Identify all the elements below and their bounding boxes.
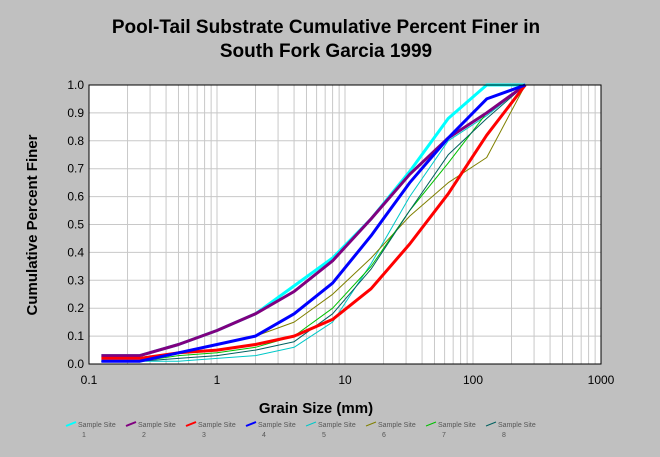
legend-number: 7 — [442, 432, 446, 439]
legend-swatch — [125, 421, 137, 427]
x-tick-label: 1 — [214, 373, 221, 387]
x-tick-label: 100 — [463, 373, 483, 387]
series-line-4 — [101, 83, 526, 363]
plot-frame — [88, 84, 602, 365]
legend-label: Sample Site — [198, 422, 236, 429]
x-tick-label: 0.1 — [81, 373, 98, 387]
legend-number: 8 — [502, 432, 506, 439]
y-axis-title: Cumulative Percent Finer — [24, 134, 41, 315]
y-tick-label: 0.8 — [67, 134, 84, 148]
y-tick-label: 0.9 — [67, 106, 84, 120]
y-tick-label: 0.0 — [67, 357, 84, 371]
x-axis-title: Grain Size (mm) — [259, 400, 373, 417]
legend-swatch — [305, 421, 317, 427]
legend-label: Sample Site — [78, 422, 116, 429]
legend-swatch — [365, 421, 377, 427]
y-tick-label: 0.1 — [67, 329, 84, 343]
legend-label: Sample Site — [378, 422, 416, 429]
tick-labels: 0.1 1 10 100 1000 0.0 0.1 0.2 0.3 0.4 0.5 0.6 0.7 0.8… — [67, 78, 614, 387]
legend-number: 4 — [262, 432, 266, 439]
legend-number: 1 — [82, 432, 86, 439]
grid — [89, 85, 601, 364]
legend-label: Sample Site — [138, 422, 176, 429]
x-tick-label: 1000 — [588, 373, 615, 387]
legend-number: 6 — [382, 432, 386, 439]
chart-title-line-2: South Fork Garcia 1999 — [220, 41, 432, 62]
series-line-5 — [101, 84, 526, 362]
legend-label: Sample Site — [258, 422, 296, 429]
series-line-2 — [101, 83, 527, 358]
legend-label: Sample Site — [318, 422, 356, 429]
y-tick-label: 0.7 — [67, 162, 84, 176]
legend: Sample Site 1 Sample Site 2 Sample Site 3 Samp… — [65, 421, 536, 439]
y-tick-label: 0.5 — [67, 218, 84, 232]
y-tick-label: 0.2 — [67, 301, 84, 315]
legend-number: 2 — [142, 432, 146, 439]
y-tick-label: 0.3 — [67, 273, 84, 287]
y-tick-label: 0.6 — [67, 190, 84, 204]
y-tick-label: 1.0 — [67, 78, 84, 92]
series-line-7 — [101, 84, 526, 362]
legend-label: Sample Site — [498, 422, 536, 429]
chart-title-line-1: Pool-Tail Substrate Cumulative Percent F… — [112, 17, 540, 38]
series-layer — [101, 83, 527, 363]
legend-number: 5 — [322, 432, 326, 439]
legend-swatch — [185, 421, 197, 427]
legend-swatch — [245, 421, 257, 427]
legend-swatch — [425, 421, 437, 427]
legend-swatch — [485, 421, 497, 427]
legend-swatch — [65, 421, 77, 427]
legend-number: 3 — [202, 432, 206, 439]
legend-label: Sample Site — [438, 422, 476, 429]
y-tick-label: 0.4 — [67, 245, 84, 259]
x-tick-label: 10 — [338, 373, 352, 387]
